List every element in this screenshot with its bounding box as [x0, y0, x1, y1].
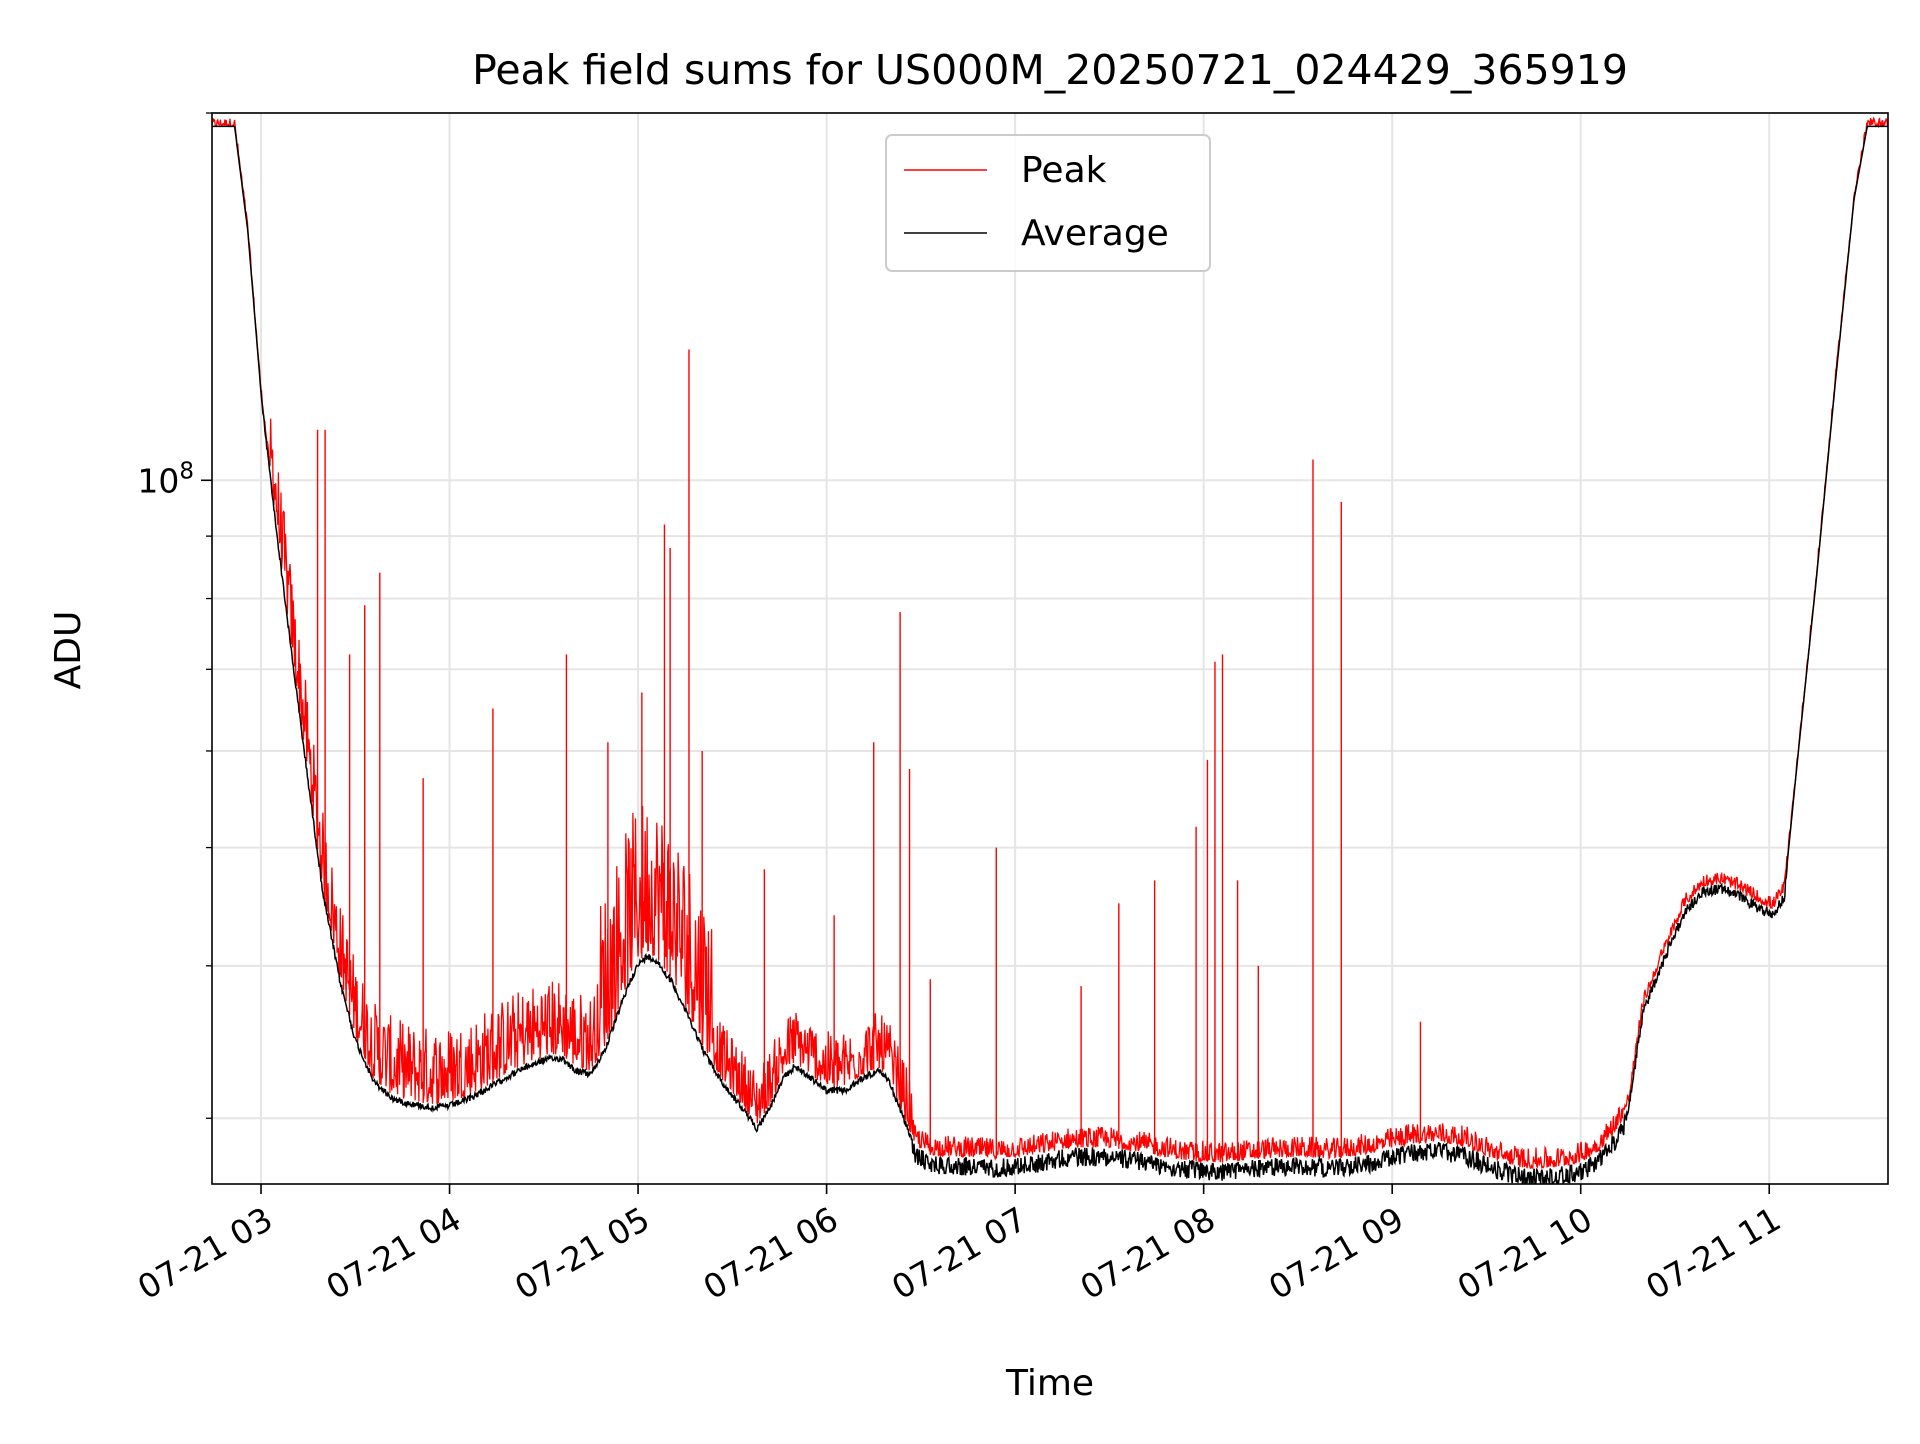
chart-title: Peak field sums for US000M_20250721_0244… [472, 46, 1628, 94]
y-tick-label: 108 [137, 458, 194, 500]
y-axis-ticks: 108 [137, 112, 212, 1119]
legend-average-label: Average [1021, 213, 1169, 254]
plot-frame [211, 112, 1889, 1185]
series-average-line [212, 125, 1888, 1184]
legend-box [885, 134, 1211, 272]
legend: Peak Average [885, 134, 1211, 272]
legend-peak-label: Peak [1021, 150, 1107, 191]
x-axis-label: Time [1005, 1363, 1094, 1404]
y-axis-label: ADU [48, 611, 89, 690]
grid [212, 112, 1888, 1184]
series-layer [212, 116, 1888, 1184]
series-peak-line [212, 116, 1888, 1170]
